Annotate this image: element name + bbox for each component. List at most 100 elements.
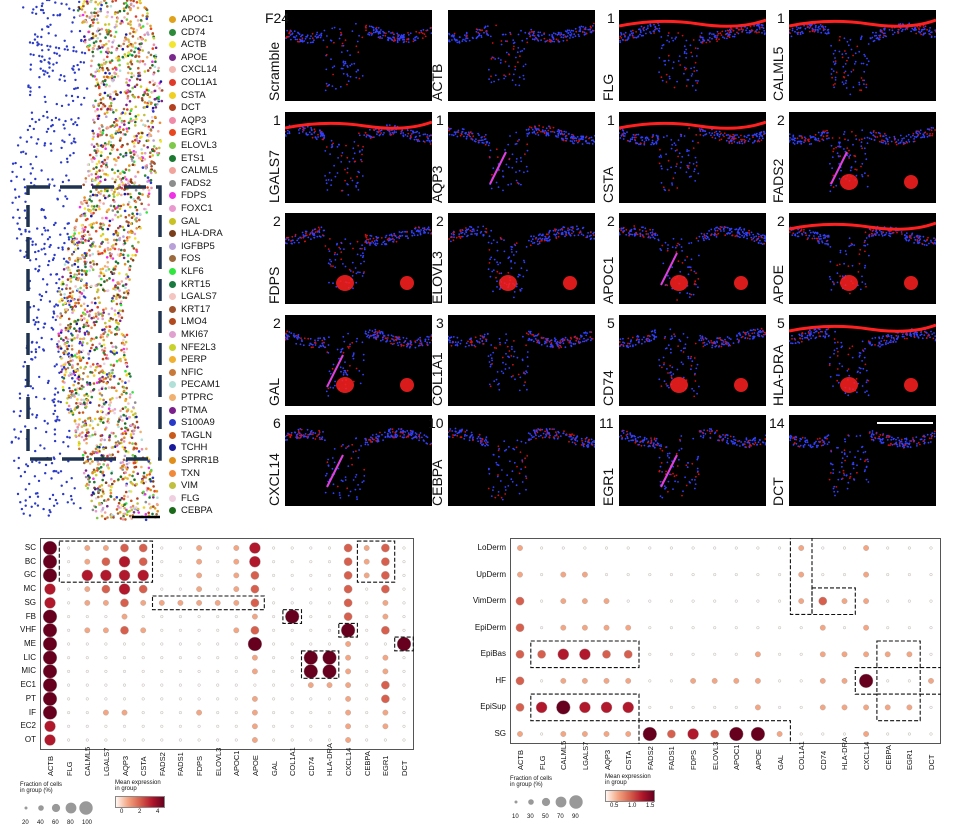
cell-point xyxy=(107,484,111,487)
signal-point xyxy=(593,22,595,25)
cell-point xyxy=(107,50,111,54)
cell-point xyxy=(88,38,91,41)
cell-point xyxy=(108,219,112,223)
cell-point xyxy=(102,377,106,381)
cell-point xyxy=(66,337,69,341)
signal-point xyxy=(749,25,752,28)
cell-point xyxy=(124,449,128,453)
cell-point xyxy=(40,248,43,251)
cell-point xyxy=(91,50,94,54)
cell-point xyxy=(122,351,126,354)
cell-point xyxy=(35,142,38,145)
cell-point xyxy=(105,357,108,360)
cell-point xyxy=(108,371,111,375)
legend-label: SPRR1B xyxy=(181,455,220,466)
cell-point xyxy=(89,401,92,404)
cell-point xyxy=(35,155,38,158)
cell-point xyxy=(94,447,98,451)
cell-point xyxy=(131,35,135,38)
cell-point xyxy=(70,253,74,256)
cell-point xyxy=(107,411,110,415)
signal-point xyxy=(692,147,695,149)
signal-point xyxy=(451,39,453,41)
cell-point xyxy=(128,90,132,93)
signal-point xyxy=(883,28,885,30)
signal-point xyxy=(365,29,367,32)
cell-point xyxy=(125,373,128,377)
signal-point xyxy=(716,30,719,33)
cell-point xyxy=(60,484,63,487)
cell-point xyxy=(107,208,111,211)
cell-point xyxy=(83,96,86,100)
signal-point xyxy=(804,27,807,30)
cell-point xyxy=(100,494,103,498)
signal-point xyxy=(327,179,330,181)
cell-point xyxy=(89,365,92,368)
signal-point xyxy=(500,40,503,42)
signal-point xyxy=(838,177,841,180)
signal-point xyxy=(919,132,922,135)
cell-point xyxy=(111,136,115,139)
signal-point xyxy=(643,141,646,143)
signal-point xyxy=(373,128,375,131)
cell-point xyxy=(113,171,116,175)
signal-point xyxy=(691,84,694,87)
cell-point xyxy=(137,95,140,99)
cell-point xyxy=(37,320,40,324)
signal-point xyxy=(334,175,337,178)
cell-point xyxy=(108,325,112,329)
cell-point xyxy=(48,497,52,501)
legend-label: KRT15 xyxy=(181,278,211,290)
signal-point xyxy=(878,34,881,37)
signal-point xyxy=(696,82,699,84)
signal-point xyxy=(315,33,318,36)
signal-point xyxy=(653,30,655,33)
signal-point xyxy=(508,53,510,56)
cell-point xyxy=(139,45,143,48)
signal-point xyxy=(830,144,833,147)
cell-point xyxy=(53,51,56,55)
cell-point xyxy=(45,290,48,294)
signal-point xyxy=(756,135,758,138)
cell-point xyxy=(55,281,58,285)
signal-point xyxy=(760,139,763,141)
signal-point xyxy=(690,67,692,70)
cell-point xyxy=(121,55,125,59)
signal-point xyxy=(723,132,726,135)
cell-point xyxy=(110,59,114,62)
cell-point xyxy=(94,34,98,38)
signal-point xyxy=(696,69,698,72)
cell-point xyxy=(140,465,143,469)
signal-point xyxy=(589,28,591,31)
cell-point xyxy=(127,224,130,227)
cell-point xyxy=(133,50,136,54)
cell-point xyxy=(62,363,66,367)
signal-point xyxy=(924,25,927,28)
cell-point xyxy=(111,124,114,127)
cell-point xyxy=(77,117,80,120)
cell-point xyxy=(114,90,117,93)
cell-point xyxy=(130,119,134,123)
signal-point xyxy=(754,31,756,33)
signal-point xyxy=(320,130,323,133)
cell-point xyxy=(100,164,103,168)
cell-point xyxy=(149,162,153,166)
cell-point xyxy=(104,428,107,431)
signal-point xyxy=(685,52,688,55)
cell-point xyxy=(133,138,137,142)
cell-point xyxy=(76,86,80,90)
signal-point xyxy=(849,154,852,157)
signal-point xyxy=(712,33,715,36)
signal-point xyxy=(475,28,478,31)
signal-point xyxy=(865,83,868,86)
signal-point xyxy=(357,69,359,71)
cell-point xyxy=(58,290,62,293)
cell-point xyxy=(67,238,71,241)
cell-point xyxy=(100,514,104,518)
cell-point xyxy=(66,435,69,439)
cell-point xyxy=(34,120,37,124)
signal-point xyxy=(860,35,863,38)
cell-point xyxy=(123,171,126,174)
cell-point xyxy=(65,3,68,6)
signal-point xyxy=(872,134,875,137)
